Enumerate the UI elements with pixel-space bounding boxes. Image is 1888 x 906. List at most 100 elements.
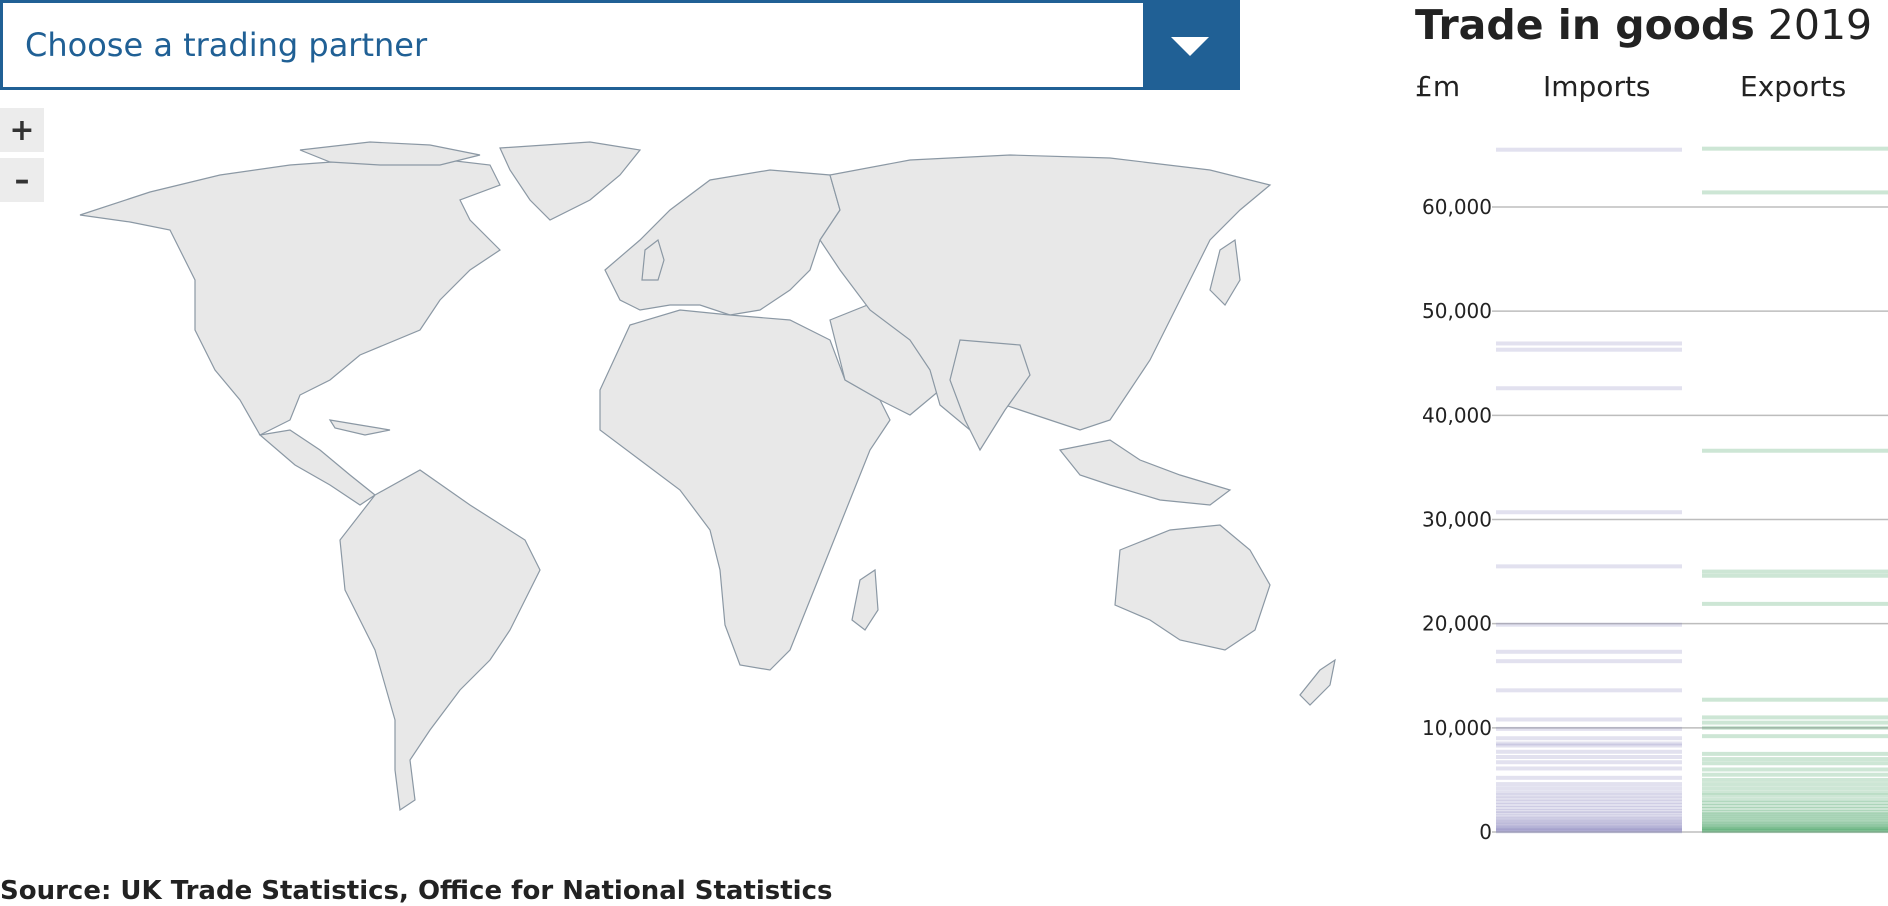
- imports-strip[interactable]: [1496, 828, 1682, 833]
- exports-strip[interactable]: [1702, 725, 1888, 730]
- land-north-america[interactable]: [79, 157, 501, 436]
- imports-strip[interactable]: [1496, 793, 1682, 798]
- imports-strip[interactable]: [1496, 823, 1682, 828]
- imports-strip[interactable]: [1496, 809, 1682, 814]
- land-greenland[interactable]: [499, 141, 642, 221]
- imports-strip[interactable]: [1496, 741, 1682, 746]
- imports-strip[interactable]: [1496, 790, 1682, 795]
- exports-strip[interactable]: [1702, 715, 1888, 720]
- imports-strip[interactable]: [1496, 811, 1682, 816]
- imports-strip[interactable]: [1496, 736, 1682, 741]
- land-southeast-asia[interactable]: [1058, 439, 1232, 506]
- imports-strip[interactable]: [1496, 825, 1682, 830]
- imports-strip[interactable]: [1496, 824, 1682, 829]
- exports-strip[interactable]: [1702, 820, 1888, 825]
- dropdown-placeholder[interactable]: Choose a trading partner: [25, 26, 428, 64]
- imports-strip[interactable]: [1496, 829, 1682, 834]
- exports-strip[interactable]: [1702, 601, 1888, 606]
- exports-strip[interactable]: [1702, 818, 1888, 823]
- land-australia[interactable]: [1114, 524, 1271, 651]
- imports-strip[interactable]: [1496, 786, 1682, 791]
- imports-strip[interactable]: [1496, 799, 1682, 804]
- imports-strip[interactable]: [1496, 726, 1682, 731]
- exports-strip[interactable]: [1702, 772, 1888, 777]
- land-central-america[interactable]: [258, 429, 377, 506]
- exports-strip[interactable]: [1702, 822, 1888, 827]
- imports-strip[interactable]: [1496, 341, 1682, 346]
- exports-strip[interactable]: [1702, 827, 1888, 832]
- exports-strip[interactable]: [1702, 751, 1888, 756]
- dropdown-toggle-button[interactable]: [1143, 3, 1237, 87]
- imports-strip[interactable]: [1496, 347, 1682, 352]
- world-map[interactable]: [30, 130, 1350, 820]
- imports-strip[interactable]: [1496, 821, 1682, 826]
- exports-strip[interactable]: [1702, 810, 1888, 815]
- land-new-zealand[interactable]: [1299, 658, 1336, 706]
- exports-strip[interactable]: [1702, 814, 1888, 819]
- exports-strip[interactable]: [1702, 782, 1888, 787]
- imports-strip[interactable]: [1496, 688, 1682, 693]
- exports-strip[interactable]: [1702, 812, 1888, 817]
- imports-strip[interactable]: [1496, 827, 1682, 832]
- land-india[interactable]: [949, 339, 1031, 452]
- imports-strip[interactable]: [1496, 814, 1682, 819]
- imports-strip[interactable]: [1496, 755, 1682, 759]
- exports-strip[interactable]: [1702, 825, 1888, 830]
- land-japan[interactable]: [1209, 238, 1241, 306]
- imports-strip[interactable]: [1496, 816, 1682, 821]
- exports-strip[interactable]: [1702, 720, 1888, 725]
- imports-strip[interactable]: [1496, 820, 1682, 825]
- land-south-america[interactable]: [339, 469, 541, 812]
- imports-strip[interactable]: [1496, 743, 1682, 748]
- exports-strip[interactable]: [1702, 448, 1888, 453]
- imports-strip[interactable]: [1496, 749, 1682, 754]
- land-europe[interactable]: [604, 169, 841, 316]
- imports-strip[interactable]: [1496, 760, 1682, 765]
- imports-strip[interactable]: [1496, 826, 1682, 831]
- trading-partner-dropdown[interactable]: Choose a trading partner: [0, 0, 1240, 90]
- exports-strip[interactable]: [1702, 146, 1888, 151]
- imports-strip[interactable]: [1496, 622, 1682, 627]
- exports-strip[interactable]: [1702, 803, 1888, 808]
- imports-strip[interactable]: [1496, 659, 1682, 664]
- exports-strip[interactable]: [1702, 807, 1888, 812]
- imports-strip[interactable]: [1496, 147, 1682, 152]
- imports-strip[interactable]: [1496, 510, 1682, 515]
- zoom-in-button[interactable]: +: [0, 108, 44, 152]
- exports-strip[interactable]: [1702, 793, 1888, 798]
- imports-strip[interactable]: [1496, 818, 1682, 823]
- exports-strip[interactable]: [1702, 767, 1888, 772]
- exports-strip[interactable]: [1702, 800, 1888, 805]
- exports-strip[interactable]: [1702, 826, 1888, 831]
- exports-strip[interactable]: [1702, 777, 1888, 782]
- imports-strip[interactable]: [1496, 564, 1682, 569]
- imports-strip[interactable]: [1496, 782, 1682, 787]
- exports-strip[interactable]: [1702, 573, 1888, 578]
- exports-strip[interactable]: [1702, 829, 1888, 834]
- exports-strip[interactable]: [1702, 816, 1888, 821]
- zoom-out-button[interactable]: –: [0, 158, 44, 202]
- exports-strip[interactable]: [1702, 823, 1888, 828]
- land-uk[interactable]: [641, 238, 665, 281]
- land-madagascar[interactable]: [851, 568, 879, 631]
- exports-strip[interactable]: [1702, 190, 1888, 195]
- land-africa[interactable]: [599, 309, 891, 671]
- imports-strip[interactable]: [1496, 649, 1682, 654]
- exports-strip[interactable]: [1702, 757, 1888, 762]
- land-caribbean[interactable]: [328, 419, 391, 436]
- imports-strip[interactable]: [1496, 766, 1682, 771]
- exports-strip[interactable]: [1702, 790, 1888, 795]
- exports-strip[interactable]: [1702, 761, 1888, 766]
- imports-strip[interactable]: [1496, 802, 1682, 807]
- exports-strip[interactable]: [1702, 697, 1888, 702]
- imports-strip[interactable]: [1496, 775, 1682, 780]
- exports-strip[interactable]: [1702, 734, 1888, 739]
- exports-strip[interactable]: [1702, 786, 1888, 791]
- exports-strip[interactable]: [1702, 797, 1888, 802]
- exports-strip[interactable]: [1702, 828, 1888, 833]
- land-arctic-islands[interactable]: [299, 141, 481, 166]
- land-asia[interactable]: [819, 154, 1272, 431]
- imports-strip[interactable]: [1496, 796, 1682, 801]
- imports-strip[interactable]: [1496, 806, 1682, 811]
- exports-strip[interactable]: [1702, 569, 1888, 574]
